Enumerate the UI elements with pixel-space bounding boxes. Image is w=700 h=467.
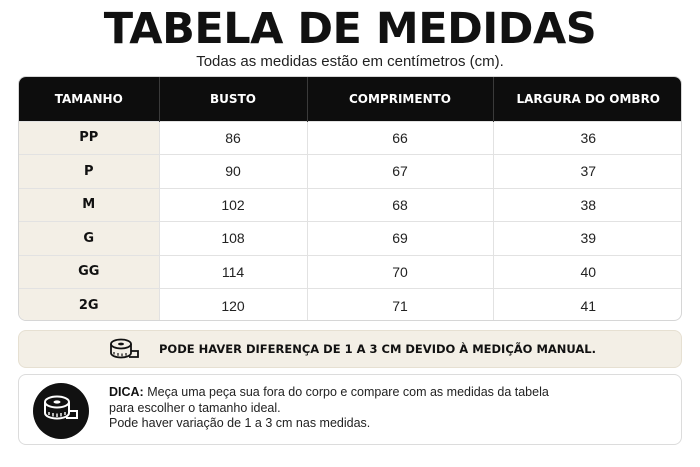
tip-label: DICA: bbox=[109, 385, 144, 399]
table-row: P 90 67 37 bbox=[19, 154, 681, 188]
table-row: 2G 120 71 41 bbox=[19, 288, 681, 320]
notice-text: PODE HAVER DIFERENÇA DE 1 A 3 CM DEVIDO … bbox=[159, 342, 596, 356]
size-cell: M bbox=[19, 188, 160, 222]
bust-cell: 114 bbox=[159, 255, 308, 289]
shoulder-cell: 39 bbox=[580, 230, 597, 247]
length-cell: 67 bbox=[307, 154, 494, 188]
bust-cell: 86 bbox=[159, 121, 308, 155]
shoulder-cell: 36 bbox=[580, 129, 597, 146]
table-row: G 108 69 39 bbox=[19, 221, 681, 255]
length-cell: 68 bbox=[307, 188, 494, 222]
size-cell: 2G bbox=[19, 288, 160, 320]
measuring-tape-icon bbox=[43, 394, 79, 429]
shoulder-cell: 41 bbox=[580, 297, 597, 314]
bust-cell: 108 bbox=[159, 221, 308, 255]
measuring-tape-icon bbox=[109, 338, 139, 362]
table-header-row: TAMANHO BUSTO COMPRIMENTO LARGURA DO OMB… bbox=[19, 77, 681, 121]
page-title: TABELA DE MEDIDAS bbox=[103, 4, 597, 54]
column-header-shoulder: LARGURA DO OMBRO bbox=[516, 91, 661, 106]
tip-icon-badge bbox=[33, 383, 89, 439]
page-subtitle: Todas as medidas estão em centímetros (c… bbox=[196, 53, 504, 70]
table-row: GG 114 70 40 bbox=[19, 255, 681, 289]
length-cell: 71 bbox=[307, 288, 494, 320]
size-cell: G bbox=[19, 221, 160, 255]
table-row: M 102 68 38 bbox=[19, 188, 681, 222]
column-header-size: TAMANHO bbox=[19, 77, 160, 121]
tip-text: DICA: Meça uma peça sua fora do corpo e … bbox=[109, 385, 669, 432]
tip-line-1: Meça uma peça sua fora do corpo e compar… bbox=[147, 385, 549, 399]
size-cell: GG bbox=[19, 255, 160, 289]
length-cell: 66 bbox=[307, 121, 494, 155]
column-header-length: COMPRIMENTO bbox=[307, 77, 494, 121]
tip-line-3: Pode haver variação de 1 a 3 cm nas medi… bbox=[109, 416, 371, 430]
bust-cell: 102 bbox=[159, 188, 308, 222]
bust-cell: 90 bbox=[159, 154, 308, 188]
shoulder-cell: 40 bbox=[580, 263, 597, 280]
size-cell: P bbox=[19, 154, 160, 188]
size-table: TAMANHO BUSTO COMPRIMENTO LARGURA DO OMB… bbox=[18, 76, 682, 321]
table-row: PP 86 66 36 bbox=[19, 121, 681, 155]
tip-box: DICA: Meça uma peça sua fora do corpo e … bbox=[18, 374, 682, 445]
bust-cell: 120 bbox=[159, 288, 308, 320]
shoulder-cell: 38 bbox=[580, 196, 597, 213]
length-cell: 69 bbox=[307, 221, 494, 255]
tip-line-2: para escolher o tamanho ideal. bbox=[109, 400, 281, 415]
column-header-bust: BUSTO bbox=[159, 77, 308, 121]
length-cell: 70 bbox=[307, 255, 494, 289]
shoulder-cell: 37 bbox=[580, 163, 597, 180]
measurement-notice: PODE HAVER DIFERENÇA DE 1 A 3 CM DEVIDO … bbox=[18, 330, 682, 368]
size-cell: PP bbox=[19, 121, 160, 155]
